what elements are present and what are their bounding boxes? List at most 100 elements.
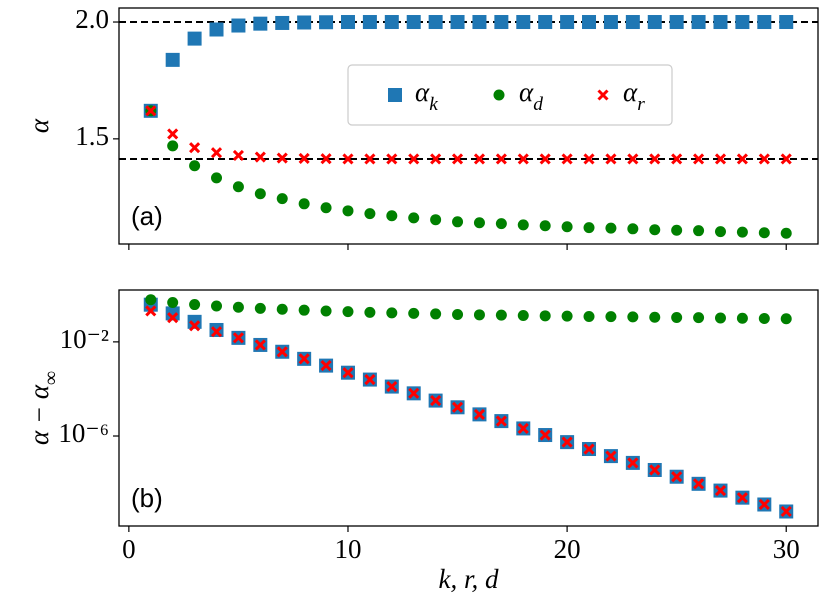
circle-marker [736,312,748,324]
square-marker [560,15,575,30]
square-marker [165,306,180,321]
square-marker [362,15,377,30]
x-marker [451,153,464,165]
circle-marker [714,312,726,324]
circle-marker [671,224,683,236]
x-marker [671,471,683,483]
square-marker [757,15,772,30]
circle-marker [386,307,398,319]
square-marker [669,15,684,30]
x-marker [276,346,288,358]
x-marker [780,505,792,518]
y-tick-label: 1.5 [75,121,109,151]
circle-marker [298,304,310,316]
circle-marker [649,311,661,323]
square-marker [384,15,399,30]
circle-marker [605,311,617,323]
circle-marker [583,310,595,322]
circle-marker [693,225,705,237]
x-marker [342,367,354,379]
x-marker [408,153,420,165]
x-marker [649,464,661,476]
plot-frame [118,289,819,527]
x-marker [539,429,551,441]
x-marker [649,153,661,165]
x-marker [320,360,332,372]
circle-marker [320,202,332,214]
circle-marker [473,309,485,321]
circle-marker [539,220,551,232]
x-marker [693,478,705,490]
x-marker [736,492,748,504]
square-marker [297,15,312,30]
square-marker [450,15,465,30]
circle-marker [320,305,332,317]
x-marker [298,353,310,365]
x-tick-label: 0 [122,534,136,564]
circle-marker [254,302,266,314]
y-axis-label: α [24,118,54,133]
x-marker [736,153,748,165]
circle-marker [408,307,420,319]
circle-marker [561,310,573,322]
circle-marker [605,222,617,234]
circle-marker [430,308,442,320]
x-marker [145,105,157,117]
square-marker [187,314,202,329]
square-marker [209,22,224,37]
square-marker [735,15,750,30]
circle-marker [671,311,683,323]
circle-marker [780,313,792,325]
x-marker [605,450,617,462]
x-marker [780,153,792,165]
circle-marker [211,172,223,184]
x-marker [232,149,244,162]
y-tick-label: 2.0 [75,4,109,34]
circle-marker [298,198,310,210]
x-marker [167,312,179,324]
square-marker [428,15,443,30]
x-marker [758,153,770,165]
circle-marker [189,299,201,311]
circle-marker [452,309,464,321]
panel-label: (a) [131,201,163,231]
circle-marker [232,181,244,193]
circle-marker [342,306,354,318]
square-marker [253,16,268,31]
square-marker [779,15,794,30]
x-tick-label: 20 [554,534,581,564]
square-marker [516,15,531,30]
x-marker [254,339,266,351]
circle-marker [430,214,442,226]
x-marker [254,151,266,163]
x-marker [451,401,464,413]
circle-marker [408,212,420,224]
x-marker [189,142,201,154]
x-marker [430,395,442,407]
x-marker [495,415,507,427]
square-marker [340,15,355,30]
circle-marker [517,310,529,322]
x-tick-label: 10 [334,534,361,564]
square-marker [647,15,662,30]
circle-marker [232,301,244,313]
circle-marker [627,223,639,235]
plot-frame [118,7,819,245]
x-marker [627,457,639,469]
circle-marker [495,309,507,321]
x-marker [517,153,529,165]
circle-marker [627,311,639,323]
circle-marker [254,188,266,200]
circle-marker [517,219,529,231]
circle-marker [693,312,705,324]
x-marker [473,153,486,165]
x-marker [473,408,486,420]
square-marker [582,15,597,30]
legend-label: αd [519,77,543,115]
x-marker [561,436,573,448]
x-tick-label: 30 [773,534,800,564]
x-marker [693,153,705,165]
legend-marker [493,89,505,101]
x-marker [189,320,201,332]
